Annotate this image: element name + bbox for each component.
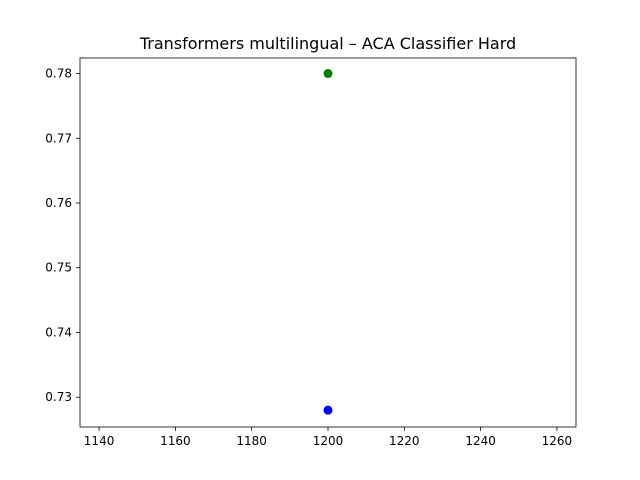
x-tick-label: 1220 (389, 434, 420, 448)
y-tick-label: 0.76 (45, 196, 72, 210)
x-tick-label: 1200 (313, 434, 344, 448)
x-tick-label: 1240 (465, 434, 496, 448)
y-tick-label: 0.77 (45, 131, 72, 145)
y-tick-label: 0.74 (45, 325, 72, 339)
y-tick-label: 0.75 (45, 261, 72, 275)
data-point (323, 69, 333, 79)
y-tick-label: 0.73 (45, 390, 72, 404)
x-tick-label: 1180 (236, 434, 267, 448)
plot-frame (79, 57, 577, 428)
x-tick-label: 1260 (542, 434, 573, 448)
chart-title: Transformers multilingual – ACA Classifi… (139, 34, 516, 53)
x-tick-label: 1160 (160, 434, 191, 448)
x-tick-label: 1140 (84, 434, 115, 448)
y-tick-label: 0.78 (45, 67, 72, 81)
data-point (323, 405, 333, 415)
